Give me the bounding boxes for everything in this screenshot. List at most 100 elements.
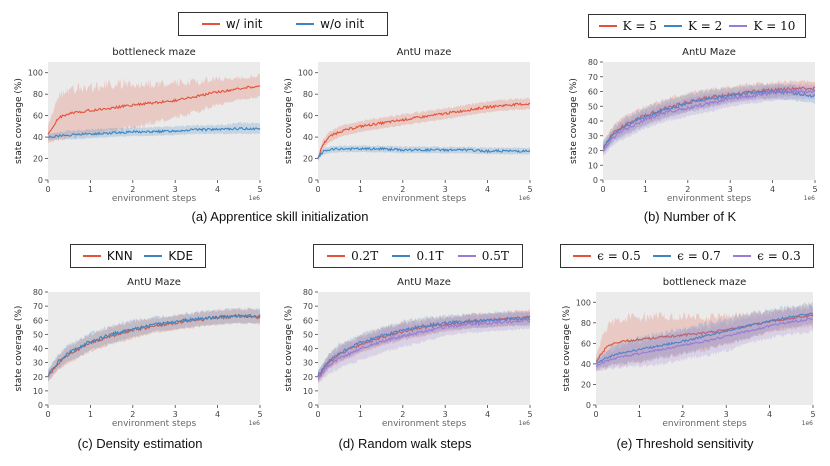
series-band-1 — [318, 144, 530, 161]
y-tick-label: 30 — [588, 132, 598, 141]
caption-a: (a) Apprentice skill initialization — [191, 209, 369, 224]
legend-label: ϵ = 0.3 — [757, 249, 801, 263]
legend-item-02t: 0.2T — [327, 249, 378, 263]
y-tick-label: 40 — [33, 345, 43, 354]
chart-title: AntU maze — [397, 47, 452, 58]
legend-item-05t: 0.5T — [457, 249, 509, 263]
x-tick-label: 4 — [215, 410, 220, 419]
x-tick-label: 5 — [257, 410, 262, 419]
y-tick-label: 80 — [588, 58, 598, 67]
caption-d: (d) Random walk steps — [338, 436, 472, 451]
y-tick-label: 40 — [588, 117, 598, 126]
y-tick-label: 80 — [581, 319, 591, 328]
x-axis-label: environment steps — [662, 419, 747, 429]
legend-b: K = 5 K = 2 K = 10 — [588, 14, 806, 38]
y-tick-label: 100 — [576, 298, 591, 307]
series-band-0 — [48, 73, 260, 144]
legend-d: 0.2T 0.1T 0.5T — [313, 244, 523, 268]
series-band-0 — [596, 303, 813, 372]
legend-c: KNN KDE — [70, 244, 206, 268]
legend-line-icon — [144, 255, 163, 257]
legend-line-icon — [82, 255, 101, 257]
legend-label: 0.2T — [351, 249, 379, 263]
series-line-1 — [47, 126, 261, 139]
x-tick-label: 0 — [45, 410, 50, 419]
y-tick-label: 30 — [33, 359, 43, 368]
x-tick-label: 2 — [400, 410, 405, 419]
y-tick-label: 10 — [303, 387, 313, 396]
series-line-1 — [317, 146, 531, 159]
series-band-0 — [318, 97, 530, 161]
x-exponent-label: 1e6 — [802, 420, 814, 427]
legend-e: ϵ = 0.5 ϵ = 0.7 ϵ = 0.3 — [560, 244, 814, 268]
y-tick-label: 0 — [308, 401, 313, 410]
x-tick-label: 5 — [257, 185, 262, 194]
x-tick-label: 4 — [485, 185, 490, 194]
x-tick-label: 5 — [812, 185, 817, 194]
series-line-2 — [602, 88, 816, 151]
y-tick-label: 50 — [303, 330, 313, 339]
legend-item-01t: 0.1T — [392, 249, 444, 263]
x-tick-label: 2 — [685, 185, 690, 194]
y-tick-label: 0 — [38, 401, 43, 410]
plot-area — [318, 292, 530, 405]
x-tick-label: 1 — [358, 185, 363, 194]
legend-line-icon — [296, 23, 315, 25]
x-tick-label: 3 — [728, 185, 733, 194]
chart-title: AntU Maze — [397, 277, 451, 288]
legend-item-knn: KNN — [82, 249, 133, 263]
x-tick-label: 1 — [643, 185, 648, 194]
x-tick-label: 1 — [637, 410, 642, 419]
series-band-2 — [596, 305, 813, 372]
x-tick-label: 0 — [315, 185, 320, 194]
y-tick-label: 60 — [33, 316, 43, 325]
y-tick-label: 40 — [303, 133, 313, 142]
x-exponent-label: 1e6 — [249, 195, 261, 202]
legend-line-icon — [664, 25, 683, 27]
chart-title: AntU Maze — [682, 47, 736, 58]
legend-item-w-init: w/ init — [201, 17, 263, 31]
x-axis-label: environment steps — [112, 194, 197, 204]
legend-label: 0.5T — [481, 249, 509, 263]
legend-label: KNN — [106, 249, 133, 263]
legend-line-icon — [598, 25, 617, 27]
y-tick-label: 20 — [581, 380, 591, 389]
chart-title: AntU Maze — [127, 277, 181, 288]
x-tick-label: 0 — [593, 410, 598, 419]
legend-label: ϵ = 0.5 — [597, 249, 641, 263]
legend-item-eps07: ϵ = 0.7 — [653, 249, 721, 263]
plot-area — [318, 62, 530, 180]
x-axis-label: environment steps — [382, 194, 467, 204]
x-exponent-label: 1e6 — [249, 420, 261, 427]
y-tick-label: 50 — [33, 330, 43, 339]
x-tick-label: 5 — [810, 410, 815, 419]
y-axis-label: state coverage (%) — [14, 306, 24, 392]
y-tick-label: 40 — [303, 345, 313, 354]
series-band-2 — [603, 82, 815, 156]
legend-item-wo-init: w/o init — [296, 17, 364, 31]
series-band-1 — [318, 310, 530, 382]
legend-label: w/o init — [320, 17, 365, 31]
y-tick-label: 20 — [33, 373, 43, 382]
legend-label: KDE — [168, 249, 194, 263]
y-tick-label: 50 — [588, 102, 598, 111]
legend-item-k5: K = 5 — [598, 19, 657, 33]
y-axis-label: state coverage (%) — [562, 306, 572, 392]
x-tick-label: 2 — [400, 185, 405, 194]
y-tick-label: 80 — [303, 288, 313, 297]
x-tick-label: 5 — [527, 185, 532, 194]
x-tick-label: 0 — [45, 185, 50, 194]
y-tick-label: 0 — [593, 176, 598, 185]
legend-item-k10: K = 10 — [729, 19, 795, 33]
x-tick-label: 1 — [88, 410, 93, 419]
legend-label: ϵ = 0.7 — [677, 249, 721, 263]
legend-line-icon — [327, 255, 346, 257]
x-tick-label: 2 — [130, 410, 135, 419]
y-tick-label: 80 — [33, 90, 43, 99]
legend-label: w/ init — [225, 17, 263, 31]
y-tick-label: 30 — [303, 359, 313, 368]
